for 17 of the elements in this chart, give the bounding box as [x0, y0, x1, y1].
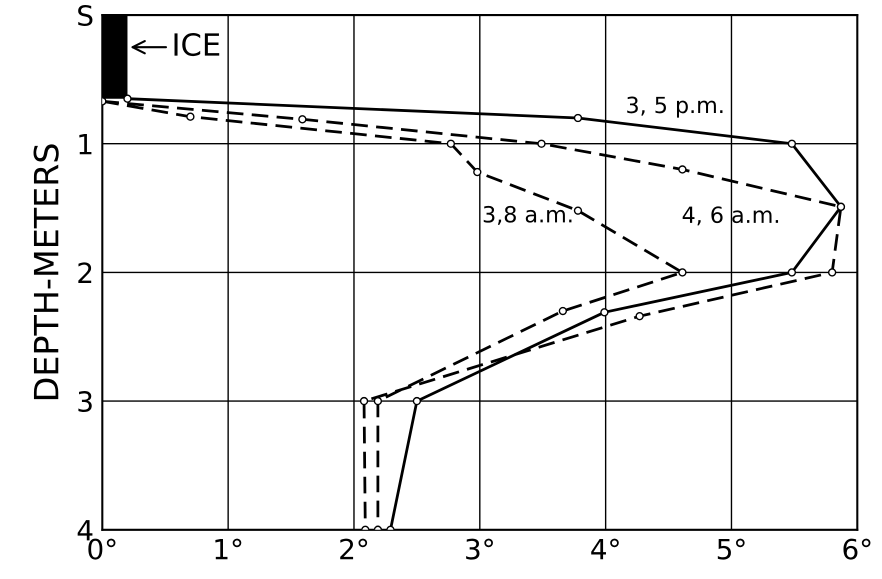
- x-tick-label: 4°: [591, 538, 619, 560]
- y-tick-label: S: [78, 4, 92, 26]
- x-tick-label: 3°: [466, 538, 493, 560]
- y-tick-label: 3: [78, 391, 92, 412]
- x-tick-label: 6°: [843, 538, 870, 560]
- x-tick-label: 1°: [215, 538, 242, 560]
- series-label: 4, 6 a.m.: [682, 206, 778, 226]
- series-label: 3, 5 p.m.: [627, 96, 722, 118]
- y-tick-label: 4: [78, 520, 92, 540]
- y-axis-title: DEPTH-METERS: [34, 144, 59, 400]
- series-label: 3,8 a.m.: [484, 206, 572, 225]
- x-tick-label: 0°: [88, 538, 116, 560]
- annotation: ICE: [174, 32, 220, 56]
- y-tick-label: 2: [78, 262, 92, 283]
- y-tick-label: 1: [79, 134, 92, 154]
- x-tick-label: 5°: [718, 538, 745, 560]
- x-tick-label: 2°: [340, 538, 368, 560]
